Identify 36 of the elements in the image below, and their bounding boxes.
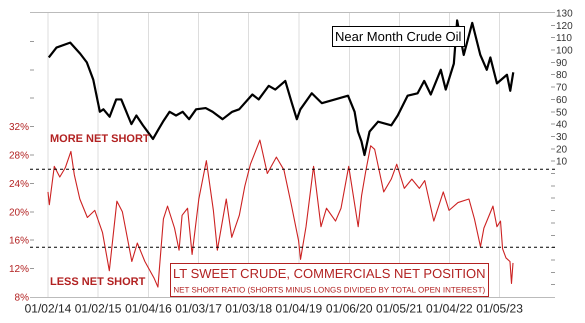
y-tick-label: 32% <box>8 122 30 134</box>
text: Near Month Crude Oil <box>335 29 462 44</box>
y2-tick-label: 130 <box>556 8 574 20</box>
y2-tick-label: 50 <box>556 107 568 118</box>
x-tick-label: 01/03/18 <box>225 301 272 316</box>
x-tick-label: 01/04/22 <box>426 301 473 316</box>
x-tick-label: 01/05/21 <box>376 301 424 316</box>
y2-tick-label: 70 <box>556 82 568 94</box>
y2-tick-label: 110 <box>556 33 572 44</box>
x-tick-label: 01/04/19 <box>276 301 323 316</box>
y2-tick-label: 60 <box>556 94 568 106</box>
x-tick-label: 01/02/15 <box>74 301 122 316</box>
x-tick-label: 01/02/14 <box>24 301 72 316</box>
x-tick-label: 01/05/23 <box>476 301 524 316</box>
y-tick-label: 16% <box>8 236 30 247</box>
x-tick-label: 01/04/16 <box>125 301 172 316</box>
y2-tick-label: 30 <box>556 132 568 143</box>
y2-tick-label: 90 <box>556 58 568 69</box>
y2-tick-label: 20 <box>556 144 568 156</box>
y2-tick-label: 120 <box>556 20 574 32</box>
y2-tick-label: 80 <box>556 70 568 82</box>
x-tick-label: 01/06/20 <box>326 301 373 316</box>
annotation: LESS NET SHORT <box>50 276 146 288</box>
y-tick-label: 20% <box>8 207 30 218</box>
y-tick-label: 24% <box>8 178 30 190</box>
y-tick-label: 28% <box>8 150 30 162</box>
y-tick-label: 12% <box>8 264 30 276</box>
y2-tick-label: 40 <box>556 120 568 131</box>
y-tick-label: 8% <box>14 292 30 304</box>
y2-tick-label: 10 <box>556 156 568 168</box>
line-series <box>48 19 514 156</box>
y2-tick-label: 100 <box>556 46 574 57</box>
annotation: LT SWEET CRUDE, COMMERCIALS NET POSITION <box>173 266 486 281</box>
annotation: MORE NET SHORT <box>50 133 150 145</box>
x-tick-label: 01/03/17 <box>175 301 222 316</box>
annotation: NET SHORT RATIO (SHORTS MINUS LONGS DIVIDED BY TOTAL OPEN INTEREST) <box>173 285 486 294</box>
